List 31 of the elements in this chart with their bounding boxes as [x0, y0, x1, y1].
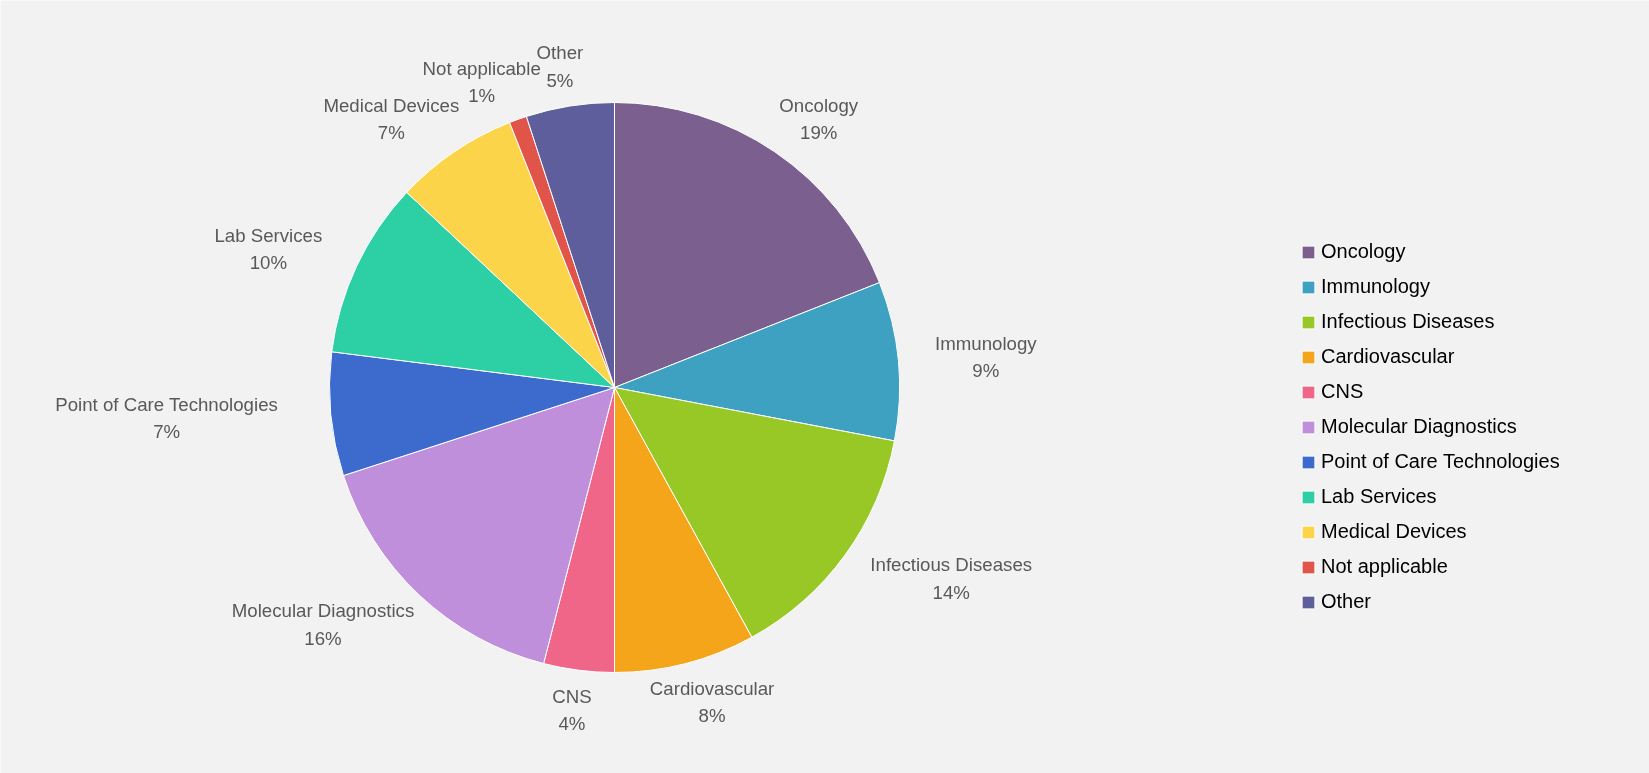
legend-label: Molecular Diagnostics: [1321, 415, 1517, 438]
slice-label: Medical Devices: [323, 94, 460, 116]
legend-label: Point of Care Technologies: [1321, 450, 1560, 473]
data-label: 16%: [304, 627, 342, 649]
data-label: 19%: [800, 121, 838, 143]
slice-label: Cardiovascular: [649, 678, 775, 700]
slice-label: Point of Care Technologies: [55, 393, 278, 415]
slice-label: Immunology: [935, 332, 1038, 354]
data-label: 10%: [249, 252, 287, 274]
legend-label: Not applicable: [1321, 555, 1448, 578]
legend-label: Oncology: [1321, 240, 1406, 263]
data-label: 4%: [558, 713, 586, 735]
legend-label: CNS: [1321, 380, 1364, 403]
legend-label: Infectious Diseases: [1321, 310, 1495, 333]
slice-label: CNS: [552, 685, 592, 707]
data-label: 1%: [468, 84, 496, 106]
legend-label: Cardiovascular: [1321, 345, 1455, 368]
data-label: 8%: [698, 705, 726, 727]
legend-label: Medical Devices: [1321, 520, 1467, 543]
data-label: 7%: [153, 421, 181, 443]
slice-label: Oncology: [779, 94, 859, 116]
slice-label: Lab Services: [214, 224, 323, 246]
data-label: 5%: [546, 69, 574, 91]
legend-label: Other: [1321, 590, 1372, 613]
data-label: 7%: [377, 121, 405, 143]
legend-label: Lab Services: [1321, 485, 1437, 508]
slice-label: Infectious Diseases: [870, 554, 1033, 576]
data-label: 9%: [972, 360, 1000, 382]
data-label: 14%: [932, 581, 970, 603]
slice-label: Molecular Diagnostics: [231, 600, 415, 622]
legend-label: Immunology: [1321, 275, 1430, 298]
